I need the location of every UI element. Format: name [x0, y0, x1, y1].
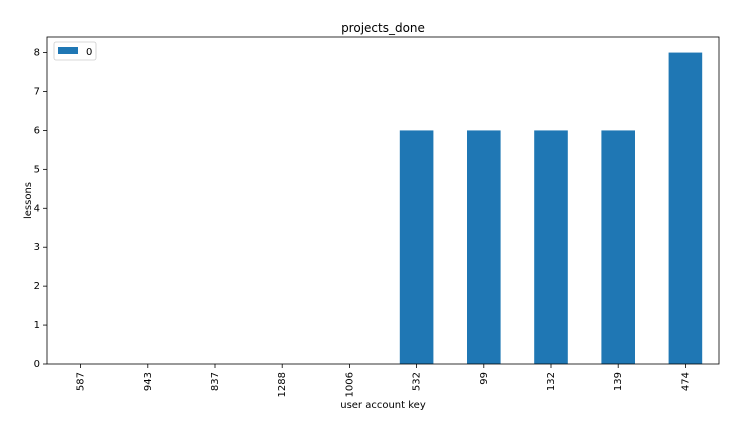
y-tick-label: 5 — [34, 164, 40, 175]
legend-label: 0 — [86, 47, 92, 58]
x-tick-label: 837 — [210, 372, 221, 391]
bar-139 — [601, 130, 635, 364]
x-tick-label: 1006 — [344, 372, 355, 397]
x-tick-label: 587 — [76, 372, 87, 391]
y-tick-label: 1 — [34, 320, 40, 331]
x-axis-title: user account key — [340, 400, 426, 411]
x-tick-label: 132 — [546, 372, 557, 391]
legend-swatch — [58, 47, 78, 54]
y-tick-label: 3 — [34, 242, 40, 253]
y-tick-label: 6 — [34, 125, 40, 136]
x-tick-label: 1288 — [277, 372, 288, 397]
x-tick-label: 943 — [143, 372, 154, 391]
y-tick-label: 2 — [34, 281, 40, 292]
y-tick-label: 7 — [34, 87, 40, 98]
plot-frame — [46, 36, 720, 365]
x-tick-label: 532 — [412, 372, 423, 391]
bars-group — [399, 52, 703, 364]
x-tick-label: 474 — [680, 372, 691, 391]
x-axis: 587 943 837 1288 1006 532 99 132 139 474 — [76, 364, 691, 397]
chart-title: projects_done — [341, 21, 425, 35]
y-tick-label: 8 — [34, 48, 40, 59]
y-tick-label: 0 — [34, 359, 40, 370]
y-axis: 0 1 2 3 4 5 6 7 8 — [34, 48, 47, 370]
bar-474 — [668, 52, 703, 364]
x-tick-label: 139 — [613, 372, 624, 391]
bar-532 — [399, 130, 434, 364]
y-axis-title: lessons — [23, 182, 34, 219]
y-tick-label: 4 — [34, 203, 40, 214]
x-tick-label: 99 — [479, 372, 490, 385]
bar-132 — [534, 130, 568, 364]
bar-99 — [467, 130, 501, 364]
legend: 0 — [53, 41, 97, 61]
